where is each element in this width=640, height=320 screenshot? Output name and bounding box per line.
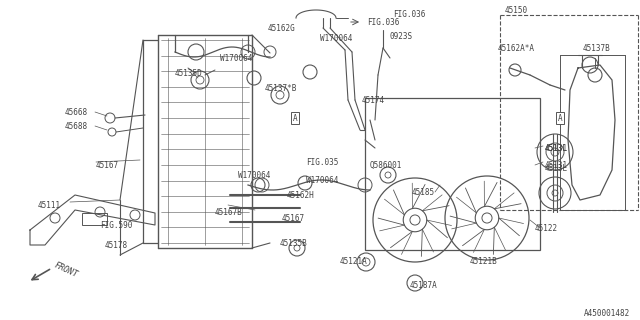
Text: W170064: W170064 — [220, 53, 252, 62]
Text: A: A — [557, 114, 563, 123]
Text: 45167B: 45167B — [215, 207, 243, 217]
Text: 45122: 45122 — [535, 223, 558, 233]
Text: 45131: 45131 — [545, 161, 568, 170]
Text: 45121B: 45121B — [470, 258, 498, 267]
Text: A: A — [292, 114, 298, 123]
Text: 45121A: 45121A — [340, 258, 368, 267]
Text: 45111: 45111 — [38, 201, 61, 210]
Text: 4513L: 4513L — [545, 164, 568, 172]
Text: 45150: 45150 — [505, 5, 528, 14]
Text: 45162H: 45162H — [287, 190, 315, 199]
Text: A450001482: A450001482 — [584, 308, 630, 317]
Text: 45131: 45131 — [545, 143, 568, 153]
Text: 45135B: 45135B — [280, 238, 308, 247]
Text: 45185: 45185 — [412, 188, 435, 196]
Text: W170064: W170064 — [238, 171, 270, 180]
Text: 45137*B: 45137*B — [265, 84, 298, 92]
Text: 45178: 45178 — [105, 241, 128, 250]
Text: 45167: 45167 — [96, 161, 119, 170]
Text: 45688: 45688 — [65, 122, 88, 131]
Text: W170064: W170064 — [306, 175, 339, 185]
Text: Q586001: Q586001 — [370, 161, 403, 170]
Bar — [82, 213, 107, 225]
Text: 45187A: 45187A — [410, 281, 438, 290]
Text: 45162G: 45162G — [268, 23, 296, 33]
Text: 45174: 45174 — [362, 95, 385, 105]
Text: 45135D: 45135D — [175, 68, 203, 77]
Text: FIG.035: FIG.035 — [306, 157, 339, 166]
Text: FIG.036: FIG.036 — [367, 18, 399, 27]
Text: FIG.036: FIG.036 — [393, 10, 426, 19]
Text: 0923S: 0923S — [390, 31, 413, 41]
Text: FRONT: FRONT — [53, 261, 79, 280]
Text: 4513L: 4513L — [545, 143, 568, 153]
Text: 45167: 45167 — [282, 213, 305, 222]
Text: 45162A*A: 45162A*A — [498, 44, 535, 52]
Text: FIG.590: FIG.590 — [100, 220, 132, 229]
Bar — [365, 98, 540, 250]
Text: W170064: W170064 — [320, 34, 353, 43]
Text: 45137B: 45137B — [583, 44, 611, 52]
Text: 45668: 45668 — [65, 108, 88, 116]
